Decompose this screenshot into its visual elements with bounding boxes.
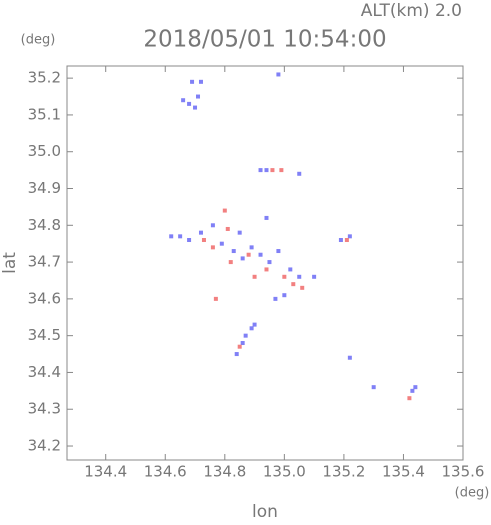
echo-point bbox=[276, 72, 281, 77]
y-tick-label: 35.1 bbox=[28, 105, 61, 123]
echo-point bbox=[258, 168, 263, 173]
echo-point bbox=[222, 208, 227, 213]
chart-subtitle: ALT(km) 2.0 bbox=[361, 1, 462, 21]
y-tick-label: 34.5 bbox=[28, 326, 61, 344]
echo-point bbox=[312, 274, 317, 279]
echo-point bbox=[181, 98, 186, 103]
echo-point bbox=[240, 341, 245, 346]
echo-point bbox=[246, 252, 251, 257]
echo-point bbox=[300, 285, 305, 290]
echo-point bbox=[347, 234, 352, 239]
x-tick-label: 134.4 bbox=[84, 463, 127, 481]
chart-title: 2018/05/01 10:54:00 bbox=[143, 27, 386, 53]
echo-point bbox=[240, 256, 245, 261]
x-tick-label: 135.2 bbox=[322, 463, 365, 481]
y-tick-label: 34.2 bbox=[28, 437, 61, 455]
echo-point bbox=[270, 168, 275, 173]
y-tick-label: 34.9 bbox=[28, 179, 61, 197]
echo-point bbox=[249, 245, 254, 250]
echo-point bbox=[225, 226, 230, 231]
x-tick-label: 135.0 bbox=[263, 463, 306, 481]
echo-point bbox=[252, 274, 257, 279]
echo-point bbox=[282, 274, 287, 279]
echo-point bbox=[279, 168, 284, 173]
echo-point bbox=[258, 252, 263, 257]
echo-point bbox=[243, 333, 248, 338]
echo-point bbox=[193, 105, 198, 110]
x-tick-label: 134.6 bbox=[144, 463, 187, 481]
x-unit: (deg) bbox=[455, 486, 490, 501]
y-tick-label: 34.3 bbox=[28, 400, 61, 418]
echo-point bbox=[249, 326, 254, 331]
echo-point bbox=[297, 171, 302, 176]
echo-point bbox=[213, 296, 218, 301]
echo-point bbox=[237, 344, 242, 349]
y-tick-label: 34.8 bbox=[28, 216, 61, 234]
echo-point bbox=[344, 238, 349, 243]
echo-point bbox=[273, 296, 278, 301]
echo-point bbox=[410, 388, 415, 393]
echo-point bbox=[291, 282, 296, 287]
echo-point bbox=[338, 238, 343, 243]
echo-point bbox=[252, 322, 257, 327]
echo-point bbox=[234, 352, 239, 357]
echo-point bbox=[276, 249, 281, 254]
echo-point bbox=[282, 293, 287, 298]
x-axis-label: lon bbox=[252, 502, 278, 521]
y-tick-label: 34.4 bbox=[28, 363, 61, 381]
echo-point bbox=[264, 215, 269, 220]
echo-point bbox=[288, 267, 293, 272]
echo-point bbox=[196, 94, 201, 99]
echo-point bbox=[228, 260, 233, 265]
echo-point bbox=[201, 238, 206, 243]
x-tick-label: 135.4 bbox=[382, 463, 425, 481]
y-axis-label: lat bbox=[0, 252, 20, 274]
echo-point bbox=[210, 223, 215, 228]
x-tick-label: 134.8 bbox=[203, 463, 246, 481]
echo-point bbox=[198, 79, 203, 84]
plot-frame bbox=[66, 65, 464, 461]
echo-point bbox=[267, 260, 272, 265]
y-tick-label: 35.0 bbox=[28, 142, 61, 160]
y-tick-label: 34.6 bbox=[28, 289, 61, 307]
y-tick-label: 35.2 bbox=[28, 69, 61, 87]
echo-point bbox=[231, 249, 236, 254]
echo-point bbox=[264, 168, 269, 173]
echo-point bbox=[347, 355, 352, 360]
echo-point bbox=[219, 241, 224, 246]
x-tick-label: 135.6 bbox=[442, 463, 485, 481]
echo-point bbox=[187, 238, 192, 243]
echo-point bbox=[198, 230, 203, 235]
y-unit: (deg) bbox=[21, 33, 56, 48]
echo-point bbox=[210, 245, 215, 250]
echo-point bbox=[187, 101, 192, 106]
echo-point bbox=[413, 385, 418, 390]
echo-point bbox=[190, 79, 195, 84]
echo-point bbox=[407, 396, 412, 401]
y-tick-label: 34.7 bbox=[28, 253, 61, 271]
echo-point bbox=[264, 267, 269, 272]
echo-point bbox=[237, 230, 242, 235]
echo-point bbox=[178, 234, 183, 239]
echo-point bbox=[371, 385, 376, 390]
echo-point bbox=[169, 234, 174, 239]
echo-point bbox=[297, 274, 302, 279]
